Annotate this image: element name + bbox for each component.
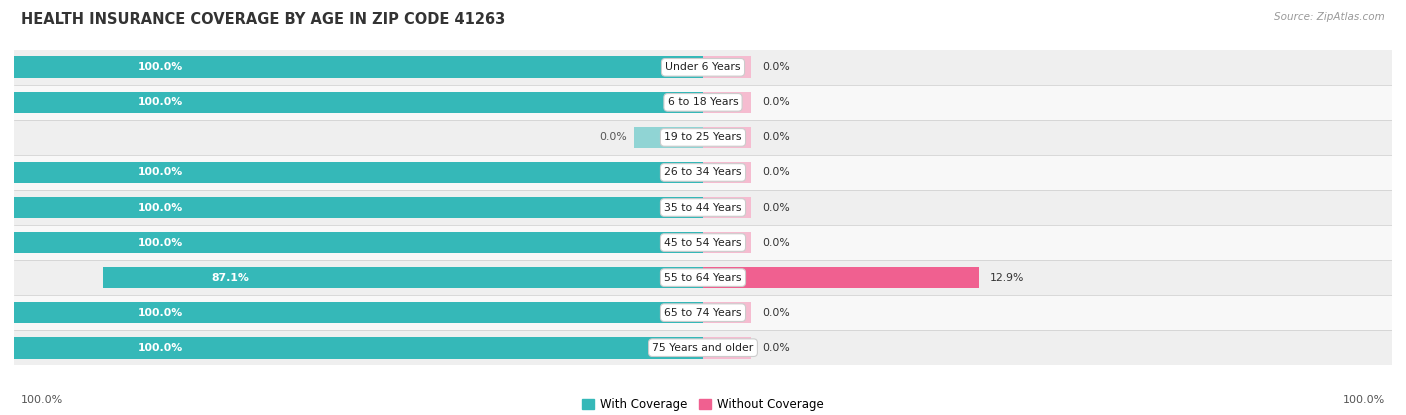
Bar [703,91,751,113]
Bar [703,127,751,148]
Bar [703,232,751,254]
Text: 0.0%: 0.0% [762,203,790,212]
Text: 100.0%: 100.0% [138,308,183,317]
Bar [703,56,751,78]
Bar [703,197,751,218]
Text: HEALTH INSURANCE COVERAGE BY AGE IN ZIP CODE 41263: HEALTH INSURANCE COVERAGE BY AGE IN ZIP … [21,12,505,27]
Bar [14,120,1392,155]
Text: 0.0%: 0.0% [762,343,790,353]
Text: 100.0%: 100.0% [138,98,183,107]
Text: 100.0%: 100.0% [138,237,183,247]
Text: 19 to 25 Years: 19 to 25 Years [664,132,742,142]
Bar [14,190,1392,225]
Text: Source: ZipAtlas.com: Source: ZipAtlas.com [1274,12,1385,22]
Text: 100.0%: 100.0% [138,168,183,178]
Bar [703,337,751,359]
Bar [14,225,1392,260]
Text: 0.0%: 0.0% [762,168,790,178]
Text: 12.9%: 12.9% [990,273,1024,283]
Bar [703,267,979,288]
Bar [14,155,1392,190]
Bar [14,302,703,324]
Text: 45 to 54 Years: 45 to 54 Years [664,237,742,247]
Bar [14,161,703,183]
Bar [14,50,1392,85]
Text: 75 Years and older: 75 Years and older [652,343,754,353]
Bar [14,260,1392,295]
Text: 0.0%: 0.0% [762,98,790,107]
Bar [634,127,703,148]
Text: 0.0%: 0.0% [762,308,790,317]
Bar [703,302,751,324]
Legend: With Coverage, Without Coverage: With Coverage, Without Coverage [578,393,828,415]
Text: 100.0%: 100.0% [138,203,183,212]
Bar [703,161,751,183]
Text: 100.0%: 100.0% [21,395,63,405]
Text: 100.0%: 100.0% [138,62,183,72]
Bar [14,337,703,359]
Text: 100.0%: 100.0% [1343,395,1385,405]
Text: 35 to 44 Years: 35 to 44 Years [664,203,742,212]
Bar [14,197,703,218]
Bar [14,295,1392,330]
Bar [103,267,703,288]
Bar [14,91,703,113]
Text: 100.0%: 100.0% [138,343,183,353]
Bar [14,56,703,78]
Text: 0.0%: 0.0% [762,62,790,72]
Text: 65 to 74 Years: 65 to 74 Years [664,308,742,317]
Text: 55 to 64 Years: 55 to 64 Years [664,273,742,283]
Bar [14,232,703,254]
Text: Under 6 Years: Under 6 Years [665,62,741,72]
Text: 0.0%: 0.0% [762,237,790,247]
Text: 6 to 18 Years: 6 to 18 Years [668,98,738,107]
Text: 26 to 34 Years: 26 to 34 Years [664,168,742,178]
Text: 0.0%: 0.0% [762,132,790,142]
Text: 87.1%: 87.1% [211,273,249,283]
Text: 0.0%: 0.0% [599,132,627,142]
Bar [14,85,1392,120]
Bar [14,330,1392,365]
